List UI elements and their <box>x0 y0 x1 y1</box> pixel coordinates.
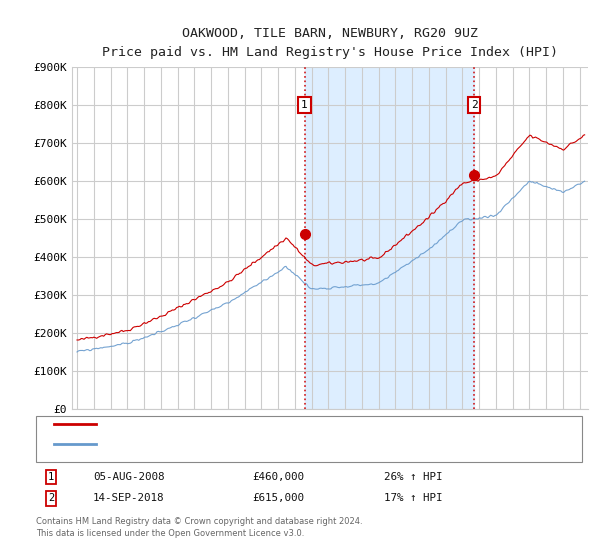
Text: 26% ↑ HPI: 26% ↑ HPI <box>384 472 443 482</box>
Bar <box>305 67 474 409</box>
Text: 1: 1 <box>48 472 54 482</box>
Text: £460,000: £460,000 <box>252 472 304 482</box>
Text: 14-SEP-2018: 14-SEP-2018 <box>93 493 164 503</box>
Text: HPI: Average price, detached house, Basingstoke and Deane: HPI: Average price, detached house, Basi… <box>105 438 447 449</box>
Text: 05-AUG-2008: 05-AUG-2008 <box>93 472 164 482</box>
Text: 2: 2 <box>48 493 54 503</box>
Text: Contains HM Land Registry data © Crown copyright and database right 2024.: Contains HM Land Registry data © Crown c… <box>36 517 362 526</box>
Title: OAKWOOD, TILE BARN, NEWBURY, RG20 9UZ
Price paid vs. HM Land Registry's House Pr: OAKWOOD, TILE BARN, NEWBURY, RG20 9UZ Pr… <box>102 27 558 59</box>
Text: 1: 1 <box>301 100 308 110</box>
Text: OAKWOOD, TILE BARN, NEWBURY, RG20 9UZ (detached house): OAKWOOD, TILE BARN, NEWBURY, RG20 9UZ (d… <box>105 419 429 429</box>
Text: 17% ↑ HPI: 17% ↑ HPI <box>384 493 443 503</box>
Text: This data is licensed under the Open Government Licence v3.0.: This data is licensed under the Open Gov… <box>36 529 304 538</box>
Text: 2: 2 <box>471 100 478 110</box>
Text: £615,000: £615,000 <box>252 493 304 503</box>
